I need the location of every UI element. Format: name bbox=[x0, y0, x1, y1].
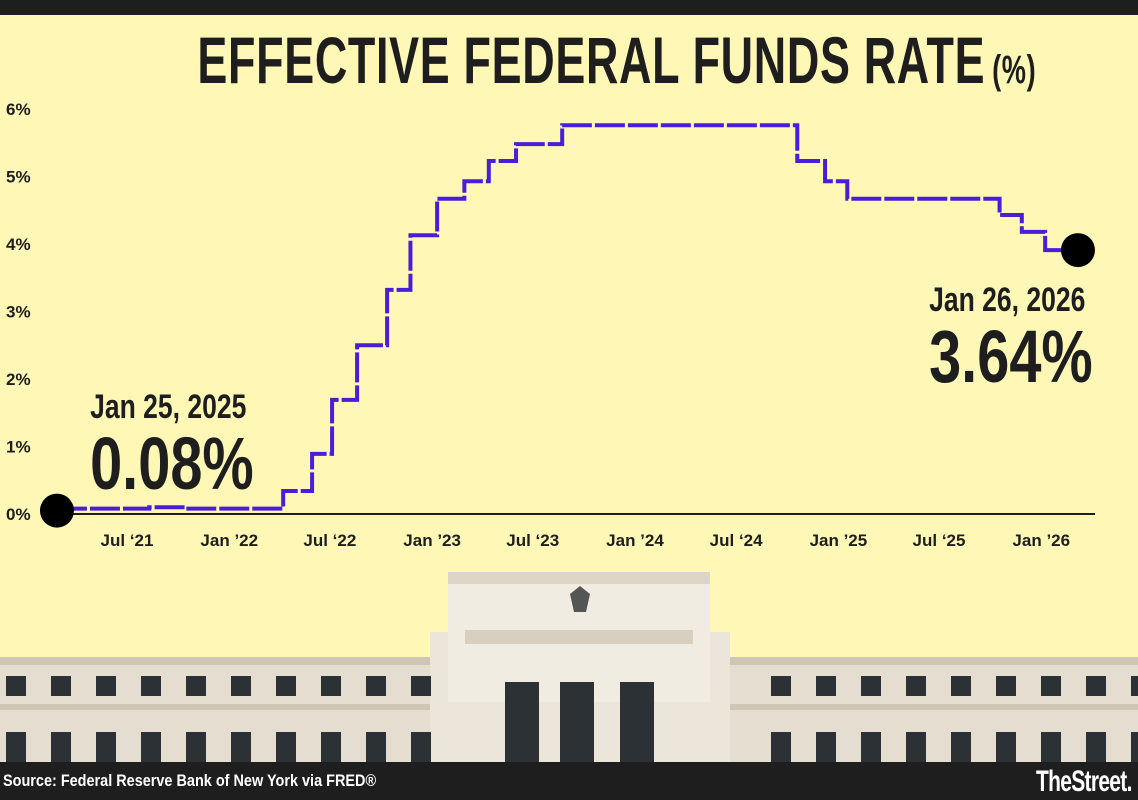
y-tick-label: 3% bbox=[6, 303, 31, 322]
start-value-label: 0.08% bbox=[90, 422, 254, 505]
x-tick-label: Jan ’23 bbox=[403, 531, 461, 550]
end-annotation: Jan 26, 2026 3.64% bbox=[906, 281, 1116, 399]
x-tick-label: Jul ‘25 bbox=[913, 531, 966, 550]
x-tick-label: Jan ’24 bbox=[606, 531, 664, 550]
y-axis: 0% 1% 2% 3% 4% 5% 6% bbox=[6, 100, 31, 524]
x-tick-label: Jul ‘24 bbox=[710, 531, 763, 550]
chart-title: EFFECTIVE FEDERAL FUNDS RATE (%) bbox=[0, 22, 1138, 98]
footer: Source: Federal Reserve Bank of New York… bbox=[0, 762, 1138, 800]
y-tick-label: 0% bbox=[6, 505, 31, 524]
x-axis: Jul ‘21 Jan ’22 Jul ‘22 Jan ’23 Jul ‘23 Jan ’… bbox=[101, 531, 1071, 550]
x-tick-label: Jul ‘21 bbox=[101, 531, 154, 550]
rate-line bbox=[56, 123, 1078, 511]
y-tick-label: 1% bbox=[6, 438, 31, 457]
start-point-marker bbox=[39, 493, 74, 528]
end-point-marker bbox=[1060, 233, 1095, 268]
federal-reserve-building-image bbox=[0, 572, 1138, 762]
x-tick-label: Jan ’22 bbox=[200, 531, 258, 550]
x-tick-label: Jan ’26 bbox=[1012, 531, 1070, 550]
chart-area: 0% 1% 2% 3% 4% 5% 6% Jul ‘21 Jan ’22 Jul ‘22 Jan … bbox=[6, 100, 1095, 550]
title-unit: (%) bbox=[992, 48, 1037, 92]
y-tick-label: 4% bbox=[6, 235, 31, 254]
thestreet-logo: TheStreet. bbox=[1036, 765, 1132, 798]
y-tick-label: 2% bbox=[6, 370, 31, 389]
x-tick-label: Jul ‘22 bbox=[303, 531, 356, 550]
source-text: Source: Federal Reserve Bank of New York… bbox=[3, 771, 377, 790]
x-tick-label: Jul ‘23 bbox=[506, 531, 559, 550]
title-text: EFFECTIVE FEDERAL FUNDS RATE bbox=[197, 23, 986, 97]
x-tick-label: Jan ’25 bbox=[810, 531, 868, 550]
top-bar bbox=[0, 0, 1138, 15]
y-tick-label: 6% bbox=[6, 100, 31, 119]
start-date-label: Jan 25, 2025 bbox=[90, 388, 247, 426]
start-annotation: Jan 25, 2025 0.08% bbox=[67, 388, 277, 506]
y-tick-label: 5% bbox=[6, 168, 31, 187]
end-date-label: Jan 26, 2026 bbox=[929, 281, 1086, 319]
end-value-label: 3.64% bbox=[929, 315, 1093, 398]
